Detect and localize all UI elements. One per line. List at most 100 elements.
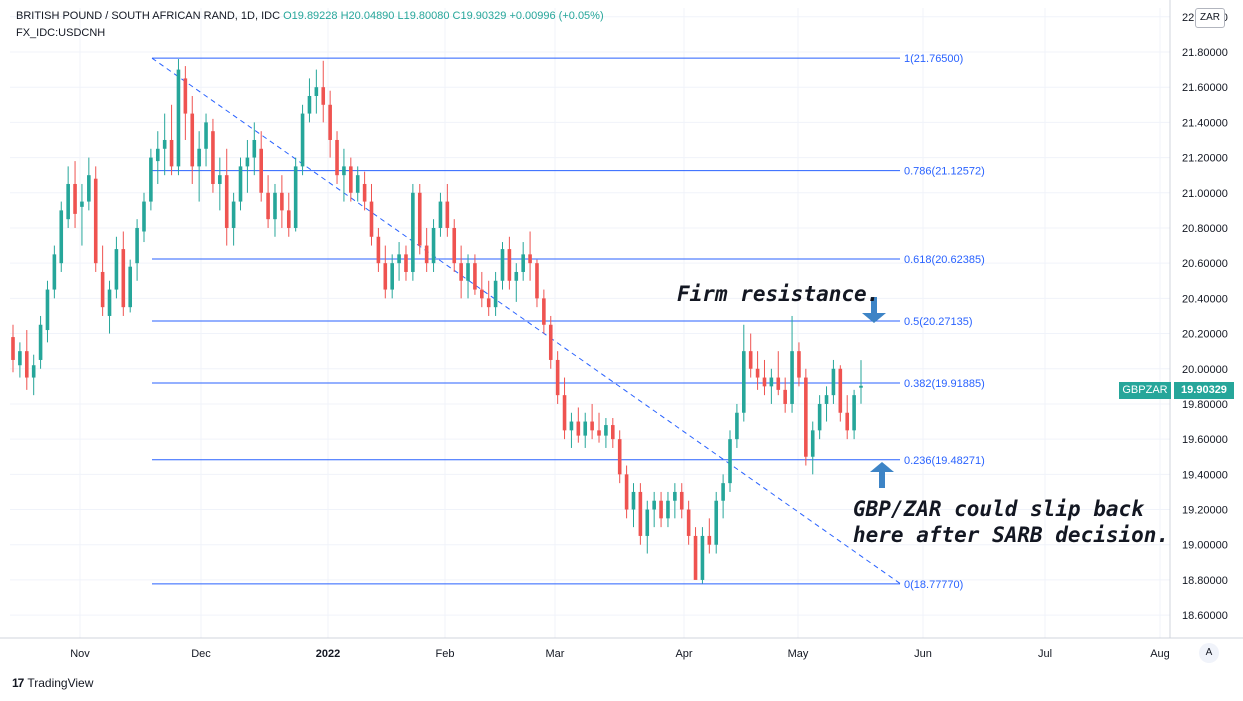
candle-body — [231, 201, 236, 228]
candle-body — [741, 351, 746, 413]
candle-body — [142, 201, 146, 232]
candle-body — [107, 289, 112, 316]
candle-body — [673, 491, 677, 501]
candle-body — [431, 227, 436, 264]
candle-body — [238, 166, 243, 202]
y-tick-label: 19.20000 — [1182, 505, 1228, 517]
currency-badge[interactable]: ZAR — [1195, 8, 1225, 28]
resistance-annotation: Firm resistance. — [677, 282, 880, 306]
candle-body — [280, 192, 284, 211]
open-value: O19.89228 — [283, 10, 338, 22]
x-tick-label: Aug — [1150, 648, 1170, 660]
candle-body — [631, 491, 636, 510]
x-tick-label: May — [788, 648, 809, 660]
candle-body — [659, 500, 663, 519]
candle-body — [11, 337, 15, 360]
candle-body — [155, 148, 160, 162]
x-tick-label: Dec — [191, 648, 211, 660]
candle-body — [769, 377, 774, 387]
candle-body — [135, 227, 139, 264]
candle-body — [80, 201, 84, 207]
footer: 17 TradingView — [12, 676, 93, 690]
candle-body — [735, 412, 739, 440]
candle-body — [149, 157, 153, 202]
candle-body — [252, 139, 257, 158]
candle-body — [314, 87, 319, 96]
candle-body — [342, 166, 346, 176]
candle-body — [307, 95, 312, 114]
candle-body — [349, 166, 353, 193]
candle-body — [183, 78, 188, 114]
candle-body — [576, 421, 581, 436]
auto-scale-button[interactable]: A — [1199, 643, 1219, 663]
candles-layer — [11, 59, 863, 584]
candle-body — [466, 263, 470, 281]
candle-body — [259, 148, 263, 193]
candle-body — [528, 254, 532, 264]
candle-body — [845, 412, 850, 431]
fib-level-label: 1(21.76500) — [904, 53, 963, 65]
candle-body — [562, 395, 567, 431]
candle-body — [728, 439, 732, 484]
y-tick-label: 20.60000 — [1182, 258, 1228, 270]
candle-body — [438, 201, 443, 228]
fib-level-label: 0.382(19.91885) — [904, 378, 985, 390]
candle-body — [459, 263, 463, 281]
candle-body — [783, 389, 787, 404]
candle-body — [542, 298, 546, 325]
candle-body — [583, 421, 588, 436]
candle-body — [859, 385, 863, 388]
y-tick-label: 21.00000 — [1182, 188, 1228, 200]
candle-body — [555, 359, 560, 396]
candle-body — [597, 430, 601, 436]
last-price-symbol-tag: GBPZAR — [1119, 382, 1171, 399]
candle-body — [721, 483, 725, 501]
candle-body — [790, 351, 794, 404]
candle-body — [59, 210, 64, 264]
candle-body — [679, 491, 684, 510]
y-tick-label: 18.80000 — [1182, 575, 1228, 587]
candle-body — [417, 192, 422, 246]
y-tick-label: 21.40000 — [1182, 117, 1228, 129]
candle-body — [590, 421, 594, 431]
high-value: H20.04890 — [340, 10, 395, 22]
candle-body — [700, 535, 705, 580]
candle-body — [514, 271, 519, 281]
grid-layer — [10, 8, 1170, 638]
support-annotation: GBP/ZAR could slip back here after SARB … — [853, 496, 1169, 548]
candle-body — [369, 201, 374, 237]
y-tick-label: 21.20000 — [1182, 153, 1228, 165]
candle-body — [218, 175, 222, 184]
arrows-layer — [862, 297, 894, 488]
candle-body — [31, 365, 36, 378]
fib-level-label: 0.618(20.62385) — [904, 254, 985, 266]
candle-body — [383, 263, 388, 290]
candle-body — [500, 249, 505, 281]
candle-body — [204, 122, 208, 149]
fibonacci-retracement: 1(21.76500) 0.786(21.12572) 0.618(20.62385… — [152, 53, 985, 591]
arrow-up-icon — [870, 462, 894, 488]
candle-body — [211, 131, 215, 184]
candle-body — [93, 178, 98, 264]
candle-body — [797, 351, 801, 378]
candle-body — [776, 377, 781, 390]
fib-level-label: 0.786(21.12572) — [904, 166, 985, 178]
candle-body — [645, 509, 650, 536]
support-annotation-line2: here after SARB decision. — [853, 523, 1170, 547]
y-tick-label: 20.80000 — [1182, 223, 1228, 235]
candle-body — [45, 289, 50, 331]
y-tick-label: 19.00000 — [1182, 540, 1228, 552]
x-tick-label: Mar — [546, 648, 565, 660]
candle-body — [390, 263, 394, 290]
candle-body — [355, 175, 360, 193]
symbol-header: BRITISH POUND / SOUTH AFRICAN RAND, 1D, … — [16, 10, 604, 22]
fib-level-label: 0.5(20.27135) — [904, 316, 973, 328]
candle-body — [693, 535, 698, 580]
candle-body — [169, 139, 174, 167]
change-value: +0.00996 (+0.05%) — [509, 10, 604, 22]
candle-body — [176, 69, 181, 167]
candle-body — [445, 201, 450, 228]
candle-body — [604, 425, 608, 436]
candle-body — [197, 148, 201, 167]
